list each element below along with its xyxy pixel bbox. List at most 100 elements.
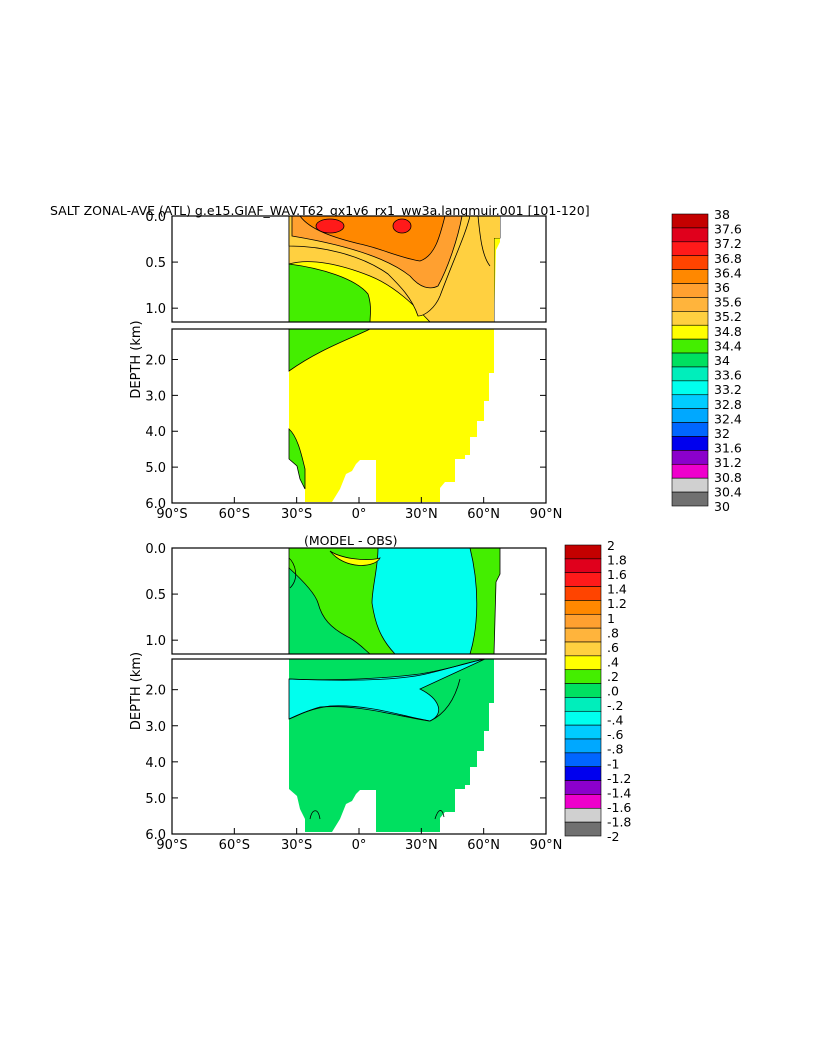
colorbar-swatch <box>671 297 709 312</box>
colorbar-swatch <box>564 821 602 837</box>
upper-frame <box>171 547 547 655</box>
colorbar-swatch <box>671 394 709 409</box>
colorbar-label: 1.2 <box>607 596 627 611</box>
y-tick-label: 2.0 <box>145 353 166 368</box>
colorbar-label: 36 <box>714 280 730 295</box>
colorbar-swatch <box>564 780 602 795</box>
y-tick-label: 5.0 <box>145 792 166 807</box>
y-tick-label: 6.0 <box>145 828 166 843</box>
field-fill <box>470 216 500 322</box>
field-contour <box>315 218 345 234</box>
colorbar-label: 33.6 <box>714 368 742 383</box>
x-tick-label: 60°N <box>467 507 500 522</box>
x-tick-label: 30°S <box>281 507 312 522</box>
y-tick-label: 1.0 <box>145 634 166 649</box>
colorbar-swatch <box>564 766 602 781</box>
colorbar-swatch <box>564 683 602 698</box>
colorbar-label: 33.2 <box>714 382 742 397</box>
y-tick-label: 3.0 <box>145 720 166 735</box>
y-axis-label: DEPTH (km) <box>129 652 144 730</box>
y-tick-label: 0.0 <box>145 210 166 225</box>
colorbar-label: .0 <box>607 684 619 699</box>
colorbar-label: -.8 <box>607 742 623 757</box>
y-tick-label: 4.0 <box>145 756 166 771</box>
colorbar-swatch <box>671 213 709 229</box>
y-tick-label: 0.5 <box>145 256 166 271</box>
colorbar-swatch <box>671 450 709 465</box>
field-contour <box>288 328 371 372</box>
colorbar-swatch <box>564 558 602 574</box>
colorbar-swatch <box>564 544 602 560</box>
colorbar-label: .4 <box>607 654 619 669</box>
colorbar-swatch <box>564 710 602 726</box>
colorbar-swatch <box>671 227 709 243</box>
colorbar-swatch <box>564 655 602 671</box>
colorbar-swatch <box>564 697 602 712</box>
colorbar-label: 37.2 <box>714 236 742 251</box>
colorbar-swatch <box>564 724 602 740</box>
field-contour <box>469 547 501 655</box>
y-tick-label: 1.0 <box>145 302 166 317</box>
colorbar-label: 36.8 <box>714 251 742 266</box>
colorbar-label: -1 <box>607 756 619 771</box>
colorbar-swatch <box>564 600 602 615</box>
colorbar-label: 34.4 <box>714 338 742 353</box>
colorbar-label: -2 <box>607 829 619 844</box>
colorbar-label: 30.8 <box>714 470 742 485</box>
x-tick-label: 30°N <box>405 507 438 522</box>
x-tick-label: 60°S <box>219 507 250 522</box>
panel-title: (MODEL - OBS) <box>304 533 397 548</box>
colorbar-label: -1.6 <box>607 800 631 815</box>
colorbar-swatch <box>671 477 709 493</box>
field-contour <box>309 810 321 820</box>
colorbar-swatch <box>564 572 602 587</box>
colorbar-swatch <box>671 491 709 507</box>
colorbar-swatch <box>564 669 602 684</box>
field-fill <box>289 329 494 502</box>
y-tick-label: 6.0 <box>145 497 166 512</box>
colorbar-label: 2 <box>607 538 615 553</box>
colorbar-swatch <box>671 408 709 423</box>
colorbar-swatch <box>671 380 709 396</box>
x-tick-label: 30°S <box>281 838 312 853</box>
colorbar-swatch <box>564 627 602 643</box>
colorbar-label: -1.4 <box>607 785 631 800</box>
field-contour <box>477 215 491 267</box>
colorbar-label: 30 <box>714 499 730 514</box>
x-tick-label: 0° <box>352 838 367 853</box>
colorbar-swatch <box>671 241 709 257</box>
colorbar-label: 32.8 <box>714 397 742 412</box>
y-tick-label: 2.0 <box>145 684 166 699</box>
field-contour <box>288 428 306 490</box>
colorbar-label: 35.6 <box>714 295 742 310</box>
colorbar-label: 34 <box>714 353 730 368</box>
colorbar-swatch <box>564 738 602 754</box>
colorbar-swatch <box>671 311 709 326</box>
x-tick-label: 90°S <box>156 507 187 522</box>
field-contour <box>288 557 297 589</box>
y-tick-label: 3.0 <box>145 389 166 404</box>
chart-title: SALT ZONAL-AVE (ATL) g.e15.GIAF_WAV.T62_… <box>50 203 590 218</box>
colorbar-swatch <box>671 255 709 270</box>
colorbar-swatch <box>671 324 709 340</box>
field-contour <box>392 218 412 234</box>
y-axis-label: DEPTH (km) <box>129 320 144 398</box>
y-tick-label: 0.5 <box>145 588 166 603</box>
colorbar-label: 31.6 <box>714 441 742 456</box>
y-tick-label: 4.0 <box>145 425 166 440</box>
colorbar-label: 1.6 <box>607 567 627 582</box>
colorbar-swatch <box>671 338 709 354</box>
salinity-panel: 0.0 0.5 1.0 2.0 3.0 4.0 5.0 6.090°S 60°S 30°S 0° 30… <box>129 207 742 522</box>
y-tick-label: 5.0 <box>145 461 166 476</box>
colorbar-swatch <box>564 807 602 823</box>
field-contour <box>329 550 381 566</box>
colorbar-label: 35.2 <box>714 309 742 324</box>
colorbar-swatch <box>564 586 602 601</box>
upper-frame <box>171 215 547 323</box>
field-contour <box>288 658 486 681</box>
colorbar-label: 34.8 <box>714 324 742 339</box>
colorbar-label: -1.2 <box>607 771 631 786</box>
colorbar-label: -1.8 <box>607 814 631 829</box>
x-tick-label: 90°N <box>530 838 563 853</box>
x-tick-label: 90°N <box>530 507 563 522</box>
